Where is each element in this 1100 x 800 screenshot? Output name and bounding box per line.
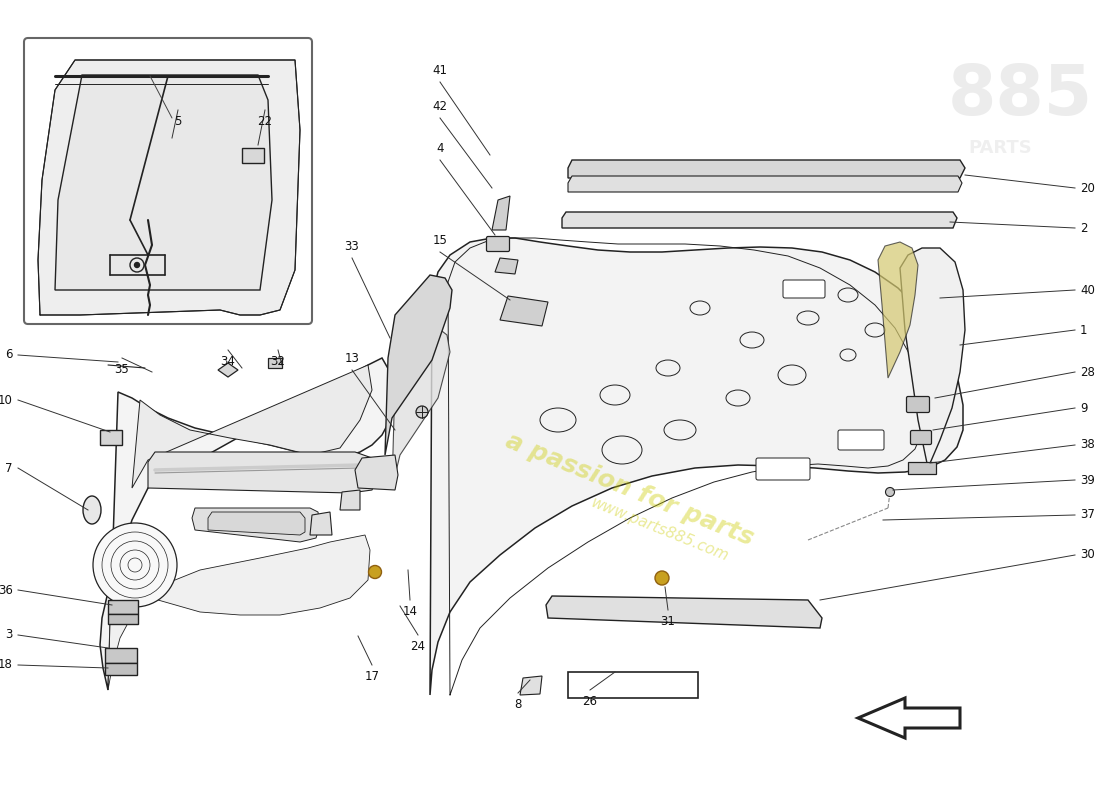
Polygon shape [132,365,372,488]
Text: 885: 885 [947,62,1092,129]
Polygon shape [108,535,370,690]
Polygon shape [355,455,398,490]
Bar [108,614,138,624]
Polygon shape [100,358,393,690]
Polygon shape [492,196,510,230]
Text: 37: 37 [1080,509,1094,522]
Circle shape [886,487,894,497]
Bar [268,358,282,368]
Text: 1: 1 [1080,323,1088,337]
Polygon shape [385,275,452,455]
Bar [908,462,936,474]
Ellipse shape [82,496,101,524]
Text: 40: 40 [1080,283,1094,297]
Text: 5: 5 [174,115,182,128]
FancyBboxPatch shape [486,237,509,251]
Text: 7: 7 [6,462,13,474]
Text: 18: 18 [0,658,13,671]
FancyBboxPatch shape [24,38,312,324]
Circle shape [134,262,140,267]
Text: 39: 39 [1080,474,1094,486]
Polygon shape [392,325,450,488]
Text: 13: 13 [344,352,360,365]
FancyBboxPatch shape [756,458,810,480]
Polygon shape [208,512,305,535]
Text: 2: 2 [1080,222,1088,234]
Circle shape [94,523,177,607]
Text: 32: 32 [271,355,285,368]
Text: 31: 31 [661,615,675,628]
Text: 20: 20 [1080,182,1094,194]
Polygon shape [546,596,822,628]
Text: 36: 36 [0,583,13,597]
Polygon shape [340,490,360,510]
Polygon shape [310,512,332,535]
Polygon shape [500,296,548,326]
Text: 26: 26 [583,695,597,708]
Text: 15: 15 [432,234,448,247]
Bar [100,430,122,445]
Text: 30: 30 [1080,549,1094,562]
Text: 4: 4 [437,142,443,155]
Text: 41: 41 [432,64,448,77]
FancyBboxPatch shape [783,280,825,298]
Bar [242,148,264,163]
Text: 6: 6 [6,349,13,362]
Polygon shape [218,363,238,377]
Polygon shape [878,242,918,378]
Text: a passion for parts: a passion for parts [503,429,758,551]
Polygon shape [430,238,962,695]
Text: 38: 38 [1080,438,1094,451]
Polygon shape [55,75,272,290]
Text: 8: 8 [515,698,521,711]
Bar [104,663,138,675]
Text: 24: 24 [410,640,426,653]
Text: 10: 10 [0,394,13,406]
Polygon shape [858,698,960,738]
Polygon shape [39,60,300,315]
Text: 17: 17 [364,670,380,683]
Polygon shape [568,160,965,178]
Text: 42: 42 [432,100,448,113]
Polygon shape [900,248,965,468]
Polygon shape [520,676,542,695]
Text: 9: 9 [1080,402,1088,414]
FancyBboxPatch shape [838,430,884,450]
Polygon shape [148,452,378,493]
Polygon shape [568,176,962,192]
Circle shape [416,406,428,418]
Text: 22: 22 [257,115,273,128]
Circle shape [654,571,669,585]
Polygon shape [495,258,518,274]
Text: PARTS: PARTS [968,139,1032,157]
Text: www.parts885.com: www.parts885.com [588,495,732,565]
Text: 14: 14 [403,605,418,618]
Polygon shape [562,212,957,228]
Text: 28: 28 [1080,366,1094,378]
Text: 3: 3 [6,629,13,642]
Bar [108,600,138,614]
Polygon shape [192,508,320,542]
Polygon shape [568,672,698,698]
FancyBboxPatch shape [911,430,932,445]
Text: 34: 34 [221,355,235,368]
Circle shape [368,566,382,578]
Text: 35: 35 [114,363,130,376]
Bar [104,648,138,663]
FancyBboxPatch shape [906,397,930,413]
Text: 33: 33 [344,240,360,253]
